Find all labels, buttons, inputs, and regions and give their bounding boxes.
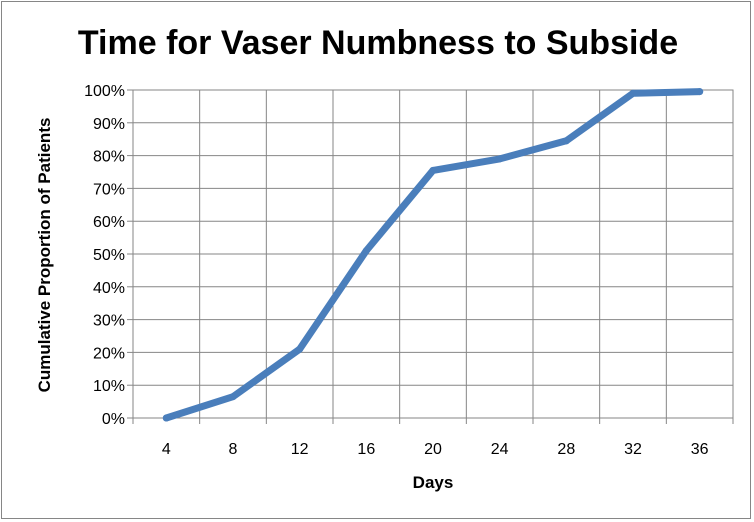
- data-point: [496, 155, 504, 163]
- y-axis-title: Cumulative Proportion of Patients: [35, 118, 54, 393]
- x-tick-label: 24: [491, 441, 509, 458]
- x-tick-label: 16: [357, 441, 375, 458]
- chart-title: Time for Vaser Numbness to Subside: [78, 24, 678, 62]
- data-point: [696, 88, 704, 96]
- y-tick-label: 100%: [84, 83, 125, 100]
- x-axis-ticks: 4 8 12 16 20 24 28 32 36: [162, 441, 709, 458]
- y-tick-label: 70%: [93, 181, 125, 198]
- y-tick-label: 80%: [93, 149, 125, 166]
- x-tick-label: 32: [624, 441, 642, 458]
- x-tick-label: 8: [229, 441, 238, 458]
- series-line: [162, 88, 704, 422]
- x-tick-label: 12: [291, 441, 309, 458]
- data-point: [362, 247, 370, 255]
- y-tick-label: 60%: [93, 214, 125, 231]
- x-axis-title: Days: [413, 473, 454, 492]
- series-group: [162, 88, 704, 422]
- data-point: [296, 345, 304, 353]
- data-point: [629, 89, 637, 97]
- x-tick-label: 20: [424, 441, 442, 458]
- gridlines: [132, 89, 734, 419]
- data-point: [429, 166, 437, 174]
- y-tick-label: 20%: [93, 345, 125, 362]
- y-tick-label: 30%: [93, 313, 125, 330]
- y-tick-label: 90%: [93, 116, 125, 133]
- y-axis-ticks: 0% 10% 20% 30% 40% 50% 60% 70% 80% 90% 100%: [84, 83, 125, 428]
- y-tick-label: 0%: [102, 411, 125, 428]
- y-tick-label: 40%: [93, 280, 125, 297]
- y-tick-label: 50%: [93, 247, 125, 264]
- x-tick-label: 4: [162, 441, 171, 458]
- y-tick-label: 10%: [93, 378, 125, 395]
- data-point: [162, 414, 170, 422]
- plot-area: [127, 89, 734, 424]
- data-point: [229, 393, 237, 401]
- data-point: [562, 137, 570, 145]
- x-tick-label: 28: [557, 441, 575, 458]
- x-tick-label: 36: [691, 441, 709, 458]
